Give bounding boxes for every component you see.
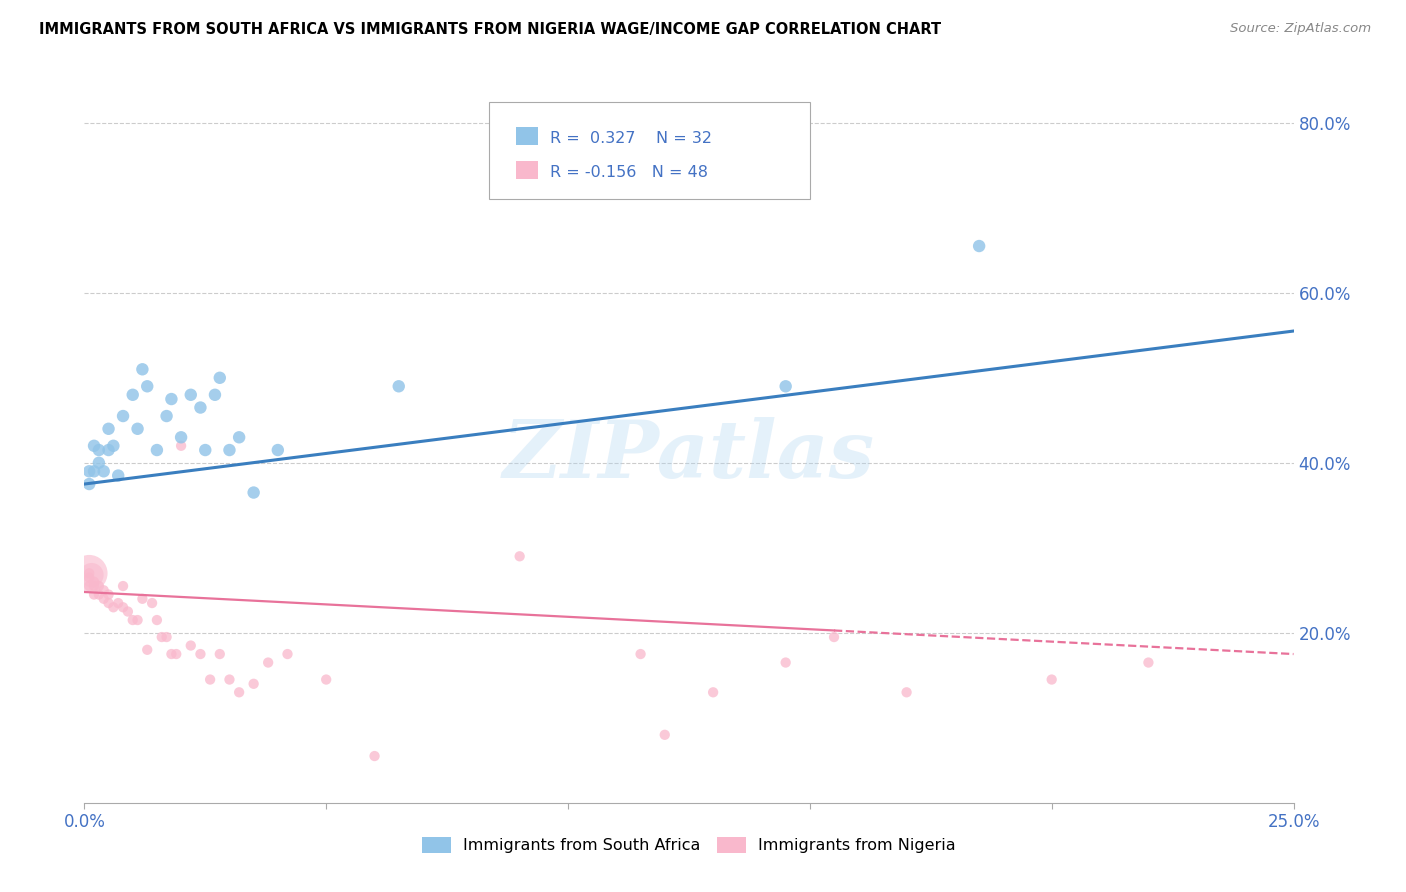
Point xyxy=(77,566,100,581)
Point xyxy=(131,362,153,376)
Point xyxy=(97,596,120,610)
Point xyxy=(107,468,129,483)
Point xyxy=(208,647,231,661)
Point xyxy=(141,596,163,610)
Bar xyxy=(516,161,538,179)
Text: Source: ZipAtlas.com: Source: ZipAtlas.com xyxy=(1230,22,1371,36)
Point xyxy=(80,568,103,582)
Point xyxy=(77,579,100,593)
FancyBboxPatch shape xyxy=(489,102,810,200)
Point xyxy=(77,566,100,581)
Point xyxy=(180,639,202,653)
Point xyxy=(242,677,264,691)
Text: IMMIGRANTS FROM SOUTH AFRICA VS IMMIGRANTS FROM NIGERIA WAGE/INCOME GAP CORRELAT: IMMIGRANTS FROM SOUTH AFRICA VS IMMIGRAN… xyxy=(39,22,942,37)
Point xyxy=(87,588,110,602)
Point xyxy=(190,401,212,415)
Point xyxy=(107,596,129,610)
Bar xyxy=(516,127,538,145)
Point xyxy=(93,583,115,598)
Point xyxy=(208,371,231,385)
Point xyxy=(775,379,797,393)
Point xyxy=(112,600,135,615)
Point xyxy=(83,439,105,453)
Point xyxy=(204,388,226,402)
Point xyxy=(218,443,240,458)
Point xyxy=(146,613,169,627)
Point xyxy=(155,409,177,423)
Point xyxy=(218,673,240,687)
Point xyxy=(83,579,105,593)
Point xyxy=(97,588,120,602)
Point xyxy=(121,613,143,627)
Point xyxy=(103,600,125,615)
Point xyxy=(150,630,173,644)
Point xyxy=(136,642,159,657)
Point xyxy=(228,685,250,699)
Point xyxy=(896,685,918,699)
Point xyxy=(77,477,100,491)
Point xyxy=(103,439,125,453)
Point xyxy=(117,605,139,619)
Text: ZIPatlas: ZIPatlas xyxy=(503,417,875,495)
Point xyxy=(87,443,110,458)
Point xyxy=(363,749,385,764)
Point xyxy=(83,464,105,478)
Point xyxy=(242,485,264,500)
Point xyxy=(87,579,110,593)
Point xyxy=(198,673,221,687)
Point xyxy=(1137,656,1160,670)
Point xyxy=(276,647,298,661)
Point xyxy=(160,392,183,406)
Point xyxy=(160,647,183,661)
Point xyxy=(775,656,797,670)
Point xyxy=(180,388,202,402)
Point xyxy=(112,409,135,423)
Point xyxy=(1040,673,1063,687)
Point xyxy=(136,379,159,393)
Point xyxy=(83,588,105,602)
Point xyxy=(77,464,100,478)
Point xyxy=(155,630,177,644)
Point xyxy=(509,549,531,564)
Legend: Immigrants from South Africa, Immigrants from Nigeria: Immigrants from South Africa, Immigrants… xyxy=(416,830,962,860)
Point xyxy=(121,388,143,402)
Point xyxy=(83,574,105,589)
Point xyxy=(654,728,676,742)
Text: R =  0.327    N = 32: R = 0.327 N = 32 xyxy=(550,130,711,145)
Point xyxy=(97,422,120,436)
Point xyxy=(823,630,845,644)
Point xyxy=(93,464,115,478)
Point xyxy=(190,647,212,661)
Point xyxy=(146,443,169,458)
Point xyxy=(93,591,115,606)
Point xyxy=(315,673,337,687)
Point xyxy=(77,570,100,584)
Point xyxy=(194,443,217,458)
Point xyxy=(630,647,652,661)
Point xyxy=(165,647,187,661)
Point xyxy=(967,239,990,253)
Point xyxy=(267,443,290,458)
Point xyxy=(87,456,110,470)
Point xyxy=(228,430,250,444)
Point xyxy=(702,685,724,699)
Point xyxy=(388,379,411,393)
Point xyxy=(112,579,135,593)
Point xyxy=(170,439,193,453)
Text: R = -0.156   N = 48: R = -0.156 N = 48 xyxy=(550,164,707,179)
Point xyxy=(170,430,193,444)
Point xyxy=(131,591,153,606)
Point xyxy=(97,443,120,458)
Point xyxy=(127,422,149,436)
Point xyxy=(127,613,149,627)
Point xyxy=(257,656,280,670)
